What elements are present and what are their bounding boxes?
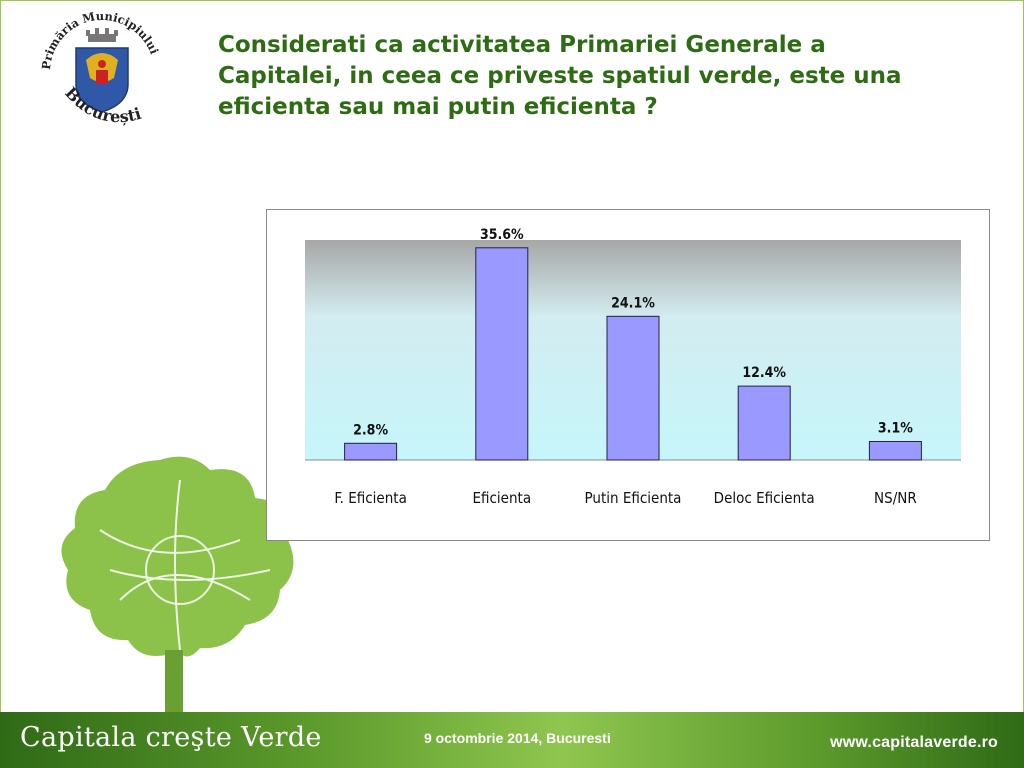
category-label-1: Eficienta [472, 489, 531, 507]
data-label-1: 35.6% [480, 227, 524, 243]
data-label-4: 3.1% [878, 421, 913, 437]
category-label-0: F. Eficienta [334, 489, 407, 507]
bar-4 [868, 441, 922, 461]
data-label-0: 2.8% [353, 422, 388, 438]
bar-1 [475, 247, 529, 461]
footer-url[interactable]: www.capitalaverde.ro [830, 734, 998, 751]
slide-title: Considerati ca activitatea Primariei Gen… [218, 32, 902, 120]
bar-chart: 2.8% 35.6% 24.1% 12.4% 3.1% F. Eficienta Efic… [305, 227, 961, 507]
footer-date: 9 octombrie 2014, Bucuresti [424, 730, 611, 746]
data-label-2: 24.1% [611, 295, 655, 311]
footer-bar: Capitala creşte Verde 9 octombrie 2014, … [0, 712, 1024, 768]
shield-icon [75, 28, 129, 113]
tree-map-illustration [61, 456, 294, 722]
category-label-4: NS/NR [874, 489, 917, 507]
data-label-3: 12.4% [742, 365, 786, 381]
coat-of-arms-logo: Primăria Municipiului București [39, 12, 162, 132]
bar-2 [606, 315, 660, 461]
bar-3 [737, 385, 791, 461]
bar-0 [344, 442, 398, 461]
category-label-2: Putin Eficienta [585, 489, 682, 507]
category-label-3: Deloc Eficienta [714, 489, 815, 507]
footer-brand: Capitala creşte Verde [20, 722, 322, 753]
chart-container: 2.8% 35.6% 24.1% 12.4% 3.1% F. Eficienta Efic… [266, 209, 990, 541]
